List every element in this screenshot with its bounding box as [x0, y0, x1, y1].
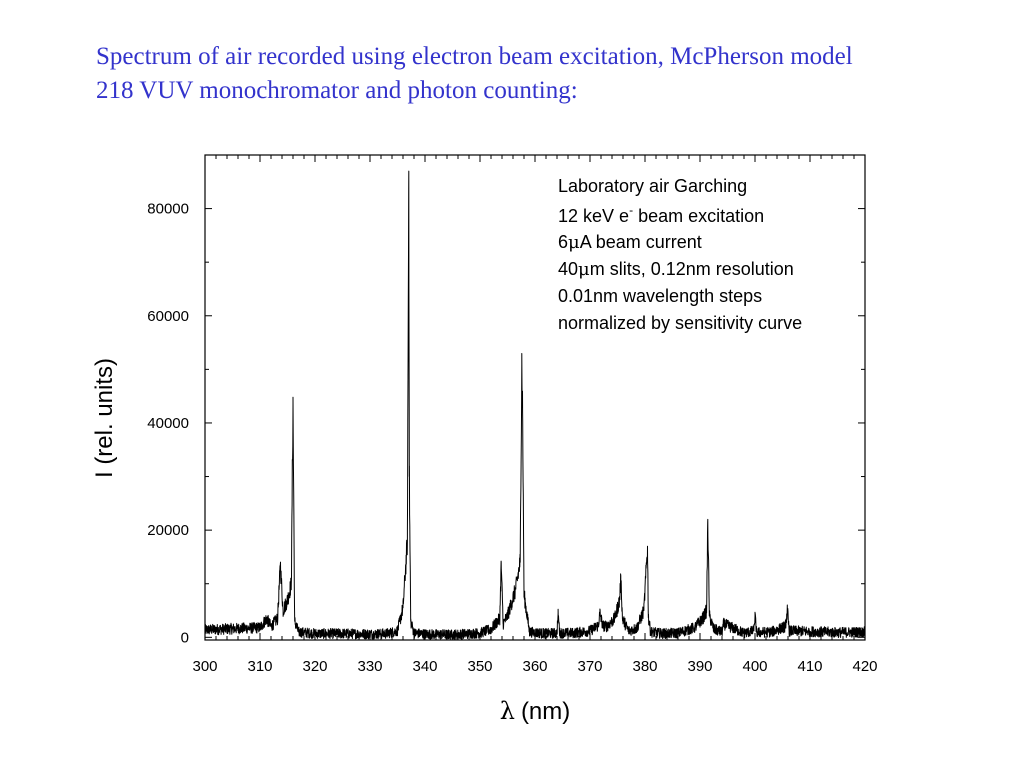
x-tick-label: 340: [412, 658, 437, 675]
annotation-line-6: normalized by sensitivity curve: [558, 313, 802, 333]
x-tick-label: 370: [577, 658, 602, 675]
annotation-line-2: 12 keV e- beam excitation: [558, 203, 764, 226]
x-tick-label: 420: [852, 658, 877, 675]
x-tick-label: 330: [357, 658, 382, 675]
spectrum-series-line: [204, 170, 866, 640]
x-tick-labels: 300 310 320 330 340 350 360 370 380 390 400 410 420: [192, 658, 877, 675]
annotation-line-5: 0.01nm wavelength steps: [558, 286, 762, 306]
y-tick-label: 0: [181, 629, 189, 646]
annotation-box: Laboratory air Garching 12 keV e- beam e…: [558, 176, 802, 333]
annotation-line-3: 6μA beam current: [558, 232, 702, 253]
y-tick-label: 60000: [147, 308, 189, 325]
axis-ticks: [204, 155, 866, 640]
x-tick-label: 320: [302, 658, 327, 675]
x-tick-label: 310: [247, 658, 272, 675]
y-tick-label: 40000: [147, 415, 189, 432]
slide-title-line-1: Spectrum of air recorded using electron …: [96, 43, 853, 70]
x-tick-label: 380: [632, 658, 657, 675]
y-axis-title: I (rel. units): [91, 358, 118, 478]
annotation-line-4: 40μm slits, 0.12nm resolution: [558, 259, 794, 280]
slide-title: Spectrum of air recorded using electron …: [96, 40, 996, 108]
annotation-line-1: Laboratory air Garching: [558, 176, 747, 196]
y-tick-labels: 0 20000 40000 60000 80000: [147, 201, 189, 647]
y-tick-label: 80000: [147, 201, 189, 218]
x-tick-label: 400: [742, 658, 767, 675]
plot-frame: [204, 154, 866, 641]
x-tick-label: 360: [522, 658, 547, 675]
slide-title-line-2: 218 VUV monochromator and photon countin…: [96, 77, 578, 104]
x-tick-label: 300: [192, 658, 217, 675]
x-axis-title: λ (nm): [500, 697, 571, 725]
x-tick-label: 390: [687, 658, 712, 675]
y-tick-label: 20000: [147, 522, 189, 539]
x-tick-label: 410: [797, 658, 822, 675]
x-tick-label: 350: [467, 658, 492, 675]
